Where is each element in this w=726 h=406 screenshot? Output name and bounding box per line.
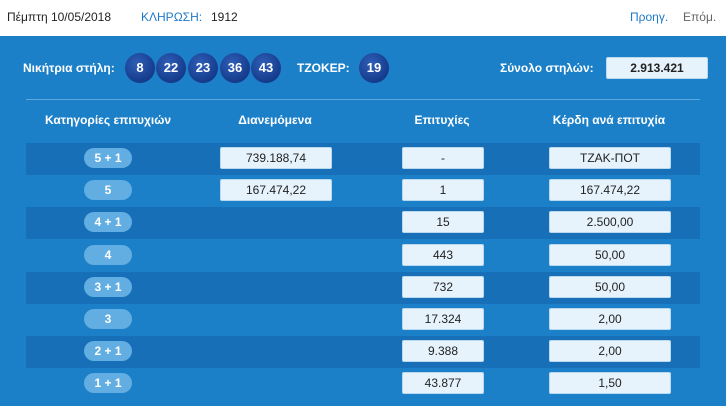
next-link: Επόμ. [683,10,717,24]
cell-value: ΤΖΑΚ-ΠΟΤ [549,147,671,169]
cell-value: 2,00 [549,308,671,330]
columns-label: Σύνολο στηλών: [500,61,594,75]
cell-value: - [402,147,484,169]
ball: 43 [251,53,281,83]
cell-value: 167.474,22 [220,179,332,202]
category-pill: 1 + 1 [84,373,132,394]
cell-value: 739.188,74 [220,147,332,169]
category-pill: 5 [84,180,132,201]
draw-number: 1912 [211,10,238,24]
column-header: Κέρδη ανά επιτυχία [552,113,666,127]
cell-value: 50,00 [549,243,671,266]
ball: 8 [125,53,155,83]
ball: 22 [156,53,186,83]
column-header: Επιτυχίες [414,113,470,127]
cell-value: 732 [402,275,484,298]
column-header: Κατηγορίες επιτυχιών [44,113,172,127]
prev-link[interactable]: Προηγ. [630,10,669,24]
category-pill: 5 + 1 [84,148,132,168]
category-pill: 2 + 1 [84,341,132,362]
cell-value: 50,00 [549,275,671,298]
cell-value: 2.500,00 [549,211,671,234]
winning-label: Νικήτρια στήλη: [23,61,115,75]
cell-value: 1,50 [549,372,671,395]
columns-value: 2.913.421 [606,57,708,79]
cell-value: 43.877 [402,372,484,395]
divider [26,99,700,100]
ball: 23 [188,53,218,83]
cell-value: 167.474,22 [549,179,671,202]
category-pill: 3 [84,309,132,329]
cell-value: 15 [402,211,484,234]
date: Πέμπτη 10/05/2018 [7,10,112,24]
ball: 36 [220,53,250,83]
category-pill: 4 [84,244,132,265]
category-pill: 3 + 1 [84,276,132,297]
cell-value: 2,00 [549,340,671,363]
column-header: Διανεμόμενα [238,113,312,127]
joker-ball: 19 [359,53,389,83]
category-pill: 4 + 1 [84,212,132,233]
cell-value: 9.388 [402,340,484,363]
cell-value: 443 [402,243,484,266]
cell-value: 1 [402,179,484,202]
cell-value: 17.324 [402,308,484,330]
draw-label: ΚΛΗΡΩΣΗ: [141,10,203,24]
joker-label: ΤΖΟΚΕΡ: [297,61,350,75]
